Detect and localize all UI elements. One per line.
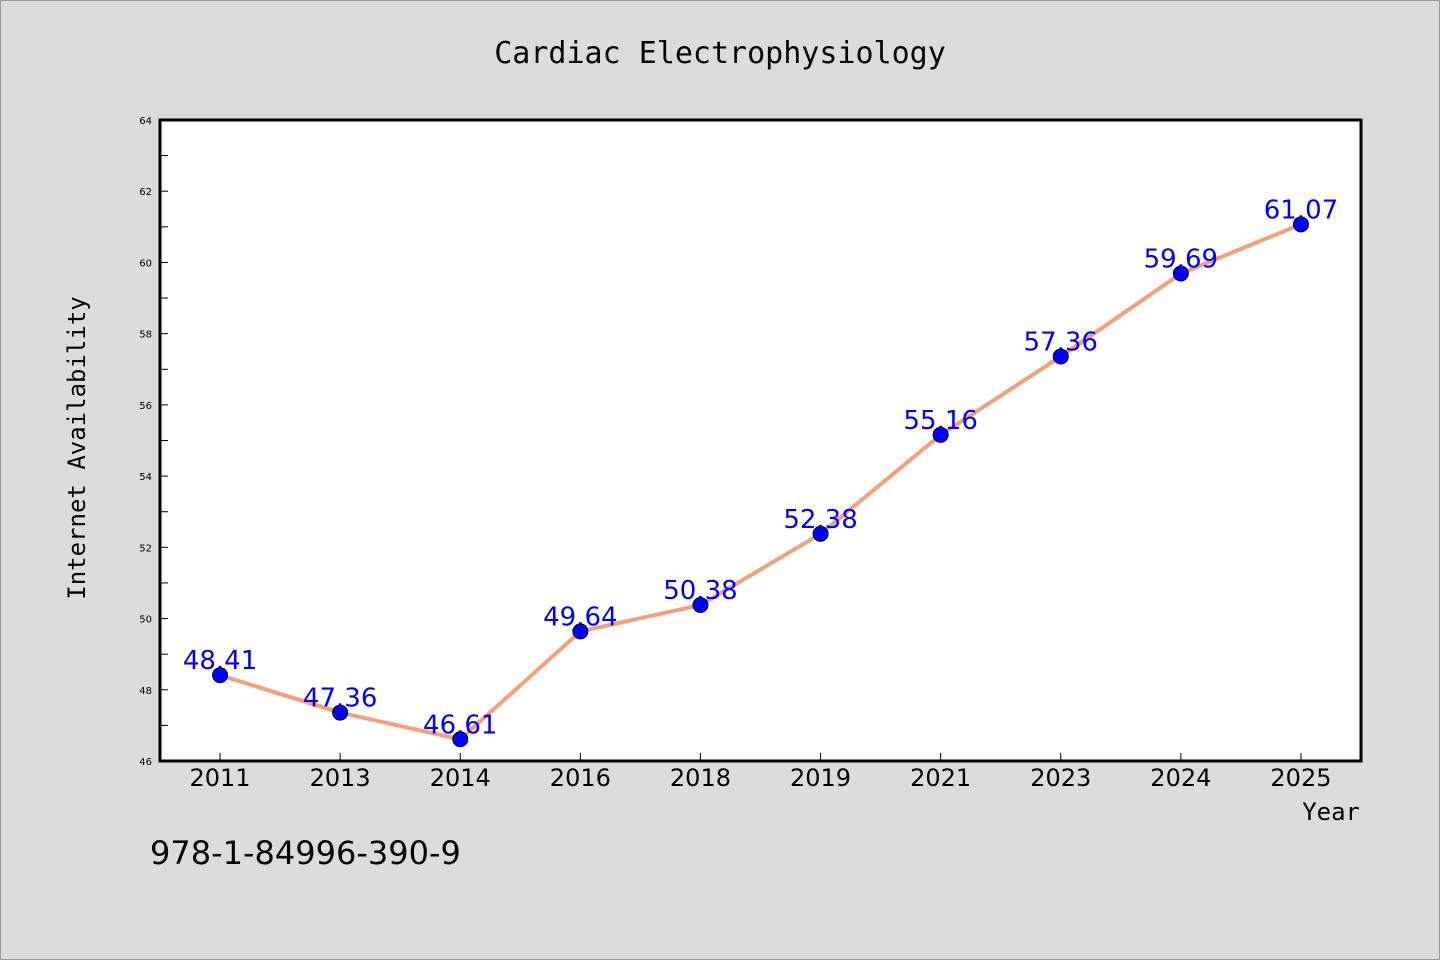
x-tick-label: 2011 bbox=[190, 764, 251, 792]
data-label: 61.07 bbox=[1264, 195, 1338, 225]
x-tick-label: 2013 bbox=[310, 764, 371, 792]
data-point bbox=[1292, 216, 1309, 233]
data-label: 59.69 bbox=[1144, 244, 1218, 274]
y-tick-label: 56 bbox=[139, 401, 152, 412]
data-label: 52.38 bbox=[783, 505, 857, 535]
data-label: 48.41 bbox=[183, 646, 257, 676]
data-point bbox=[452, 731, 469, 748]
data-label: 49.64 bbox=[543, 602, 617, 632]
chart-title: Cardiac Electrophysiology bbox=[494, 36, 946, 71]
plot-area bbox=[158, 118, 1363, 763]
y-tick-label: 50 bbox=[139, 615, 152, 626]
y-tick-label: 48 bbox=[139, 686, 152, 697]
x-tick-label: 2024 bbox=[1150, 764, 1211, 792]
x-tick-label: 2018 bbox=[670, 764, 731, 792]
data-point bbox=[1172, 265, 1189, 282]
y-axis-label: Internet Availability bbox=[63, 296, 91, 599]
data-label: 57.36 bbox=[1024, 327, 1098, 357]
x-axis-label: Year bbox=[1302, 798, 1360, 826]
isbn-footer: 978-1-84996-390-9 bbox=[150, 834, 461, 872]
data-point bbox=[932, 426, 949, 443]
y-tick-label: 62 bbox=[139, 187, 152, 198]
x-tick-label: 2019 bbox=[790, 764, 851, 792]
y-tick-label: 52 bbox=[139, 543, 152, 554]
y-tick-label: 60 bbox=[139, 258, 152, 269]
data-point bbox=[692, 597, 709, 614]
data-point bbox=[812, 525, 829, 542]
y-tick-label: 58 bbox=[139, 330, 152, 341]
series-layer: 48.41 47.36 46.61 49.64 50.38 52.38 55.16 57.36… bbox=[183, 195, 1338, 748]
x-tick-label: 2023 bbox=[1030, 764, 1091, 792]
x-tick-label: 2025 bbox=[1270, 764, 1331, 792]
x-axis: 2011 2013 2014 2016 2018 2019 2021 2023 2024 2025 bbox=[190, 753, 1331, 792]
y-axis: 46 48 50 52 54 56 58 60 62 64 bbox=[139, 116, 168, 768]
data-label: 50.38 bbox=[663, 576, 737, 606]
data-point bbox=[572, 623, 589, 640]
data-label: 47.36 bbox=[303, 684, 377, 714]
y-tick-label: 64 bbox=[139, 116, 152, 127]
data-point bbox=[1052, 348, 1069, 365]
series-line bbox=[218, 222, 1303, 742]
x-tick-label: 2021 bbox=[910, 764, 971, 792]
data-label: 55.16 bbox=[903, 406, 977, 436]
data-point bbox=[212, 667, 229, 684]
y-tick-label: 54 bbox=[139, 472, 152, 483]
data-label: 46.61 bbox=[423, 710, 497, 740]
x-tick-label: 2016 bbox=[550, 764, 611, 792]
data-point bbox=[332, 704, 349, 721]
x-tick-label: 2014 bbox=[430, 764, 491, 792]
y-tick-label: 46 bbox=[139, 757, 152, 768]
